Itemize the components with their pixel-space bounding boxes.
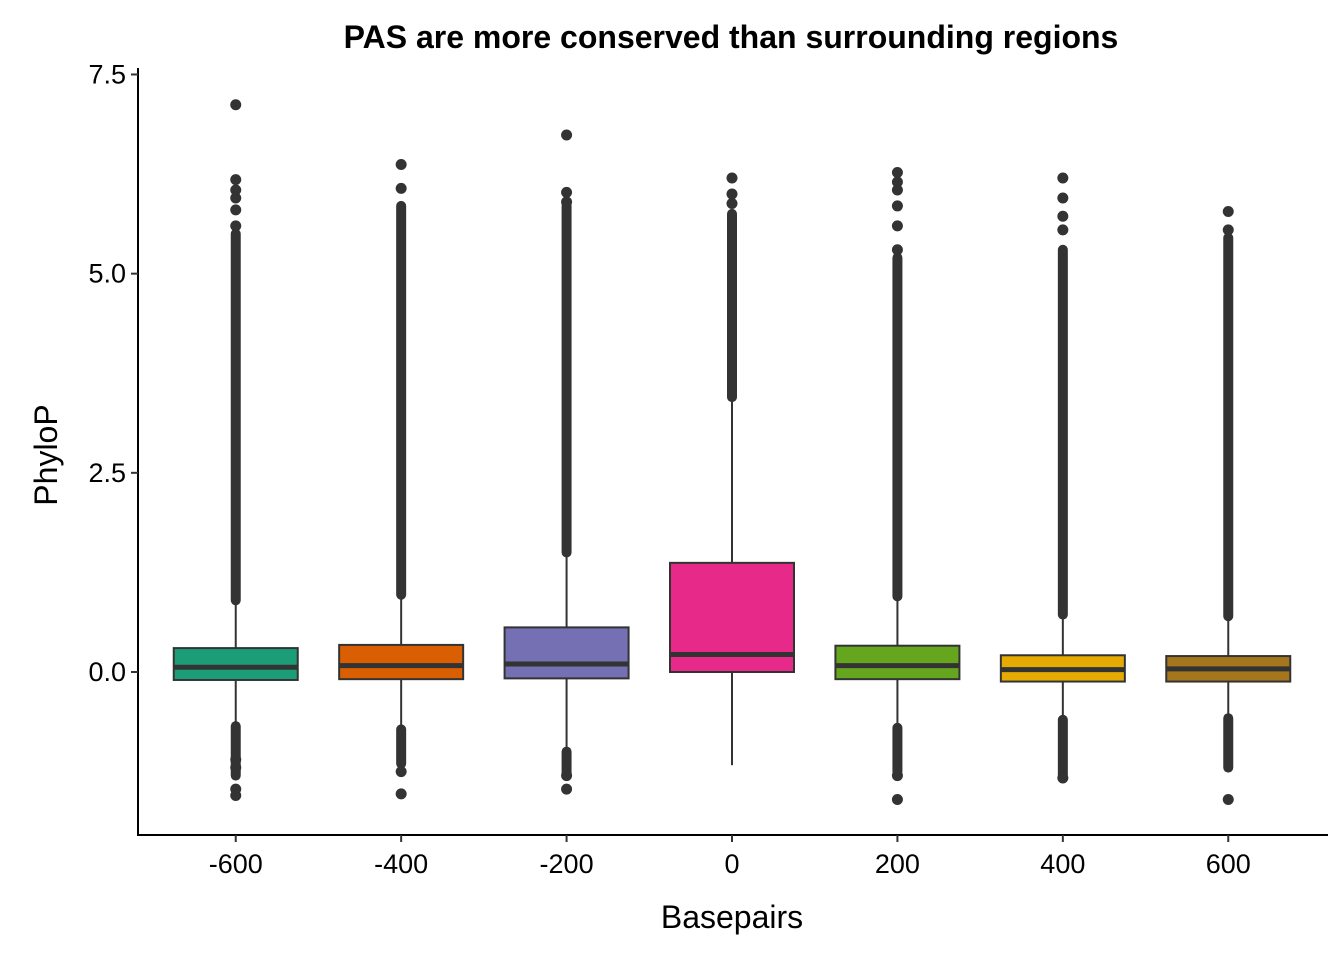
y-axis-title: PhyloP	[28, 404, 64, 505]
outlier-point	[561, 770, 573, 782]
y-tick-label: 2.5	[88, 458, 126, 488]
outlier-point	[561, 196, 573, 208]
x-tick-label: 600	[1206, 849, 1251, 879]
outlier-band-high	[396, 200, 407, 600]
outlier-point	[1222, 793, 1234, 805]
outlier-point	[1222, 224, 1234, 236]
outlier-point	[230, 204, 242, 216]
outlier-point	[891, 200, 903, 212]
y-tick-label: 7.5	[88, 59, 126, 89]
outlier-point	[230, 184, 242, 196]
outlier-point	[395, 182, 407, 194]
x-axis-title: Basepairs	[661, 899, 803, 935]
box-group--400	[338, 159, 465, 800]
y-tick-label: 5.0	[88, 259, 126, 289]
axes: 0.0 2.5 5.0 7.5 -600 -400 -200 0 200 400 600	[88, 59, 1328, 879]
box-body	[834, 644, 961, 681]
outlier-point	[891, 184, 903, 196]
x-tick-label: -600	[209, 849, 263, 879]
outlier-band-high	[1223, 232, 1234, 622]
outlier-point	[891, 793, 903, 805]
outlier-point	[230, 220, 242, 232]
x-tick-label: -400	[374, 849, 428, 879]
outlier-point	[395, 159, 407, 171]
x-tick-label: 200	[875, 849, 920, 879]
box-body	[338, 643, 465, 681]
outlier-point	[726, 188, 738, 200]
chart-title: PAS are more conserved than surrounding …	[344, 19, 1119, 55]
outlier-point	[230, 174, 242, 186]
x-tick-label: -200	[540, 849, 594, 879]
box-group--600	[172, 99, 299, 801]
outlier-point	[230, 754, 242, 766]
outlier-point	[891, 220, 903, 232]
outlier-point	[230, 762, 242, 774]
outlier-point	[1057, 772, 1069, 784]
outlier-band-low	[1223, 713, 1234, 773]
outlier-point	[395, 788, 407, 800]
outlier-point	[230, 192, 242, 204]
x-tick-label: 400	[1040, 849, 1085, 879]
outlier-band-low	[396, 724, 407, 769]
outlier-band-high	[892, 252, 903, 602]
outlier-band-low	[892, 722, 903, 777]
outlier-point	[230, 99, 242, 111]
outlier-point	[1057, 210, 1069, 222]
outlier-point	[726, 198, 738, 210]
outlier-point	[561, 129, 573, 141]
outlier-point	[726, 172, 738, 184]
outlier-point	[891, 176, 903, 188]
outlier-point	[891, 166, 903, 178]
outlier-point	[1057, 172, 1069, 184]
outlier-band-high	[230, 228, 241, 606]
outlier-band-low	[1057, 714, 1068, 781]
outlier-point	[561, 783, 573, 795]
plot-area	[172, 99, 1292, 805]
outlier-point	[891, 770, 903, 782]
outlier-point	[395, 766, 407, 778]
outlier-point	[1057, 224, 1069, 236]
box-body	[172, 647, 299, 681]
box-group-200	[834, 166, 961, 805]
outlier-point	[891, 244, 903, 256]
outlier-point	[561, 186, 573, 198]
box-group-0	[669, 172, 795, 766]
outlier-point	[1222, 206, 1234, 218]
x-tick-label: 0	[724, 849, 739, 879]
box-group-400	[999, 172, 1126, 784]
box-group--200	[503, 129, 630, 795]
outlier-band-high	[727, 208, 737, 403]
outlier-band-high	[561, 200, 572, 558]
box-group-600	[1165, 206, 1292, 805]
box-body	[503, 626, 630, 680]
y-tick-label: 0.0	[88, 657, 126, 687]
outlier-point	[230, 783, 242, 795]
outlier-point	[1057, 192, 1069, 204]
outlier-band-high	[1057, 244, 1068, 620]
